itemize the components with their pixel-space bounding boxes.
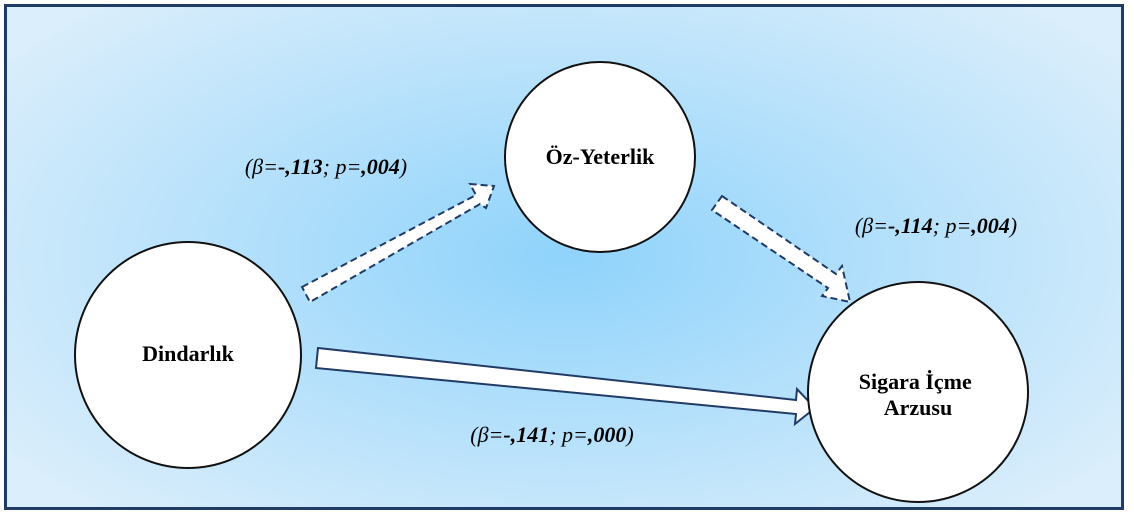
node-dindarlik-label: Dindarlık (142, 341, 234, 366)
coef-label-dindarlik-to-sigara: (β=-,141; p=,000) (470, 422, 633, 447)
coef-label-oz-yeterlik-to-sigara: (β=-,114; p=,004) (855, 213, 1017, 238)
coef-label-dindarlik-to-oz-yeterlik: (β=-,113; p=,004) (245, 154, 407, 179)
node-sigara-label-line2: Arzusu (884, 395, 952, 420)
node-sigara-label: Sigara İçme Arzusu (859, 369, 978, 420)
node-dindarlik-circle (74, 241, 302, 469)
node-oz-yeterlik-circle (504, 61, 696, 253)
node-sigara-circle (807, 281, 1029, 503)
node-oz-yeterlik-label: Öz-Yeterlik (546, 144, 655, 169)
path-arrow-oz-yeterlik-to-sigara (710, 194, 852, 304)
path-arrow-dindarlik-to-oz-yeterlik (300, 182, 496, 304)
node-sigara-label-line1: Sigara İçme (859, 369, 972, 394)
path-arrow-dindarlik-to-sigara (314, 346, 817, 427)
